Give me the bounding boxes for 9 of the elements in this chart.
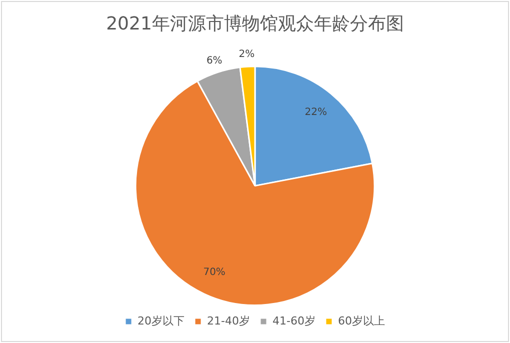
- data-label: 70%: [203, 266, 226, 278]
- data-label: 6%: [206, 55, 222, 66]
- data-label: 2%: [238, 49, 255, 60]
- chart-title: 2021年河源市博物馆观众年龄分布图: [106, 13, 404, 34]
- legend-label: 60岁以上: [338, 314, 385, 328]
- legend-label: 20岁以下: [138, 314, 185, 328]
- legend-label: 21-40岁: [207, 314, 250, 328]
- data-label: 22%: [304, 106, 328, 118]
- legend-label: 41-60岁: [272, 314, 316, 328]
